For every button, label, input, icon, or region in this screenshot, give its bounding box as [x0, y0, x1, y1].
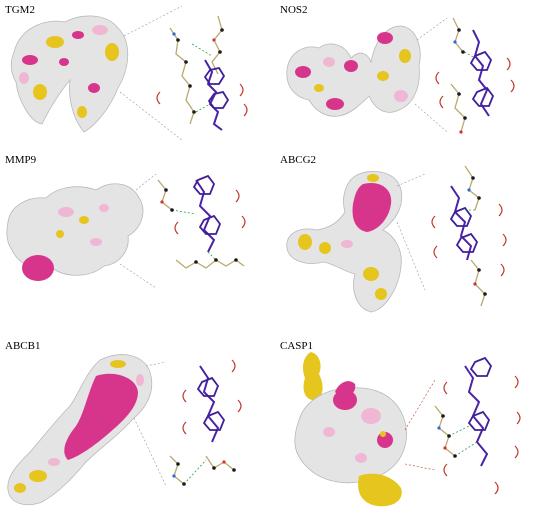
- ligand-interaction-diagram: [431, 165, 507, 307]
- panel-casp1: CASP1: [275, 336, 550, 508]
- ligand-interaction-diagram: [169, 359, 242, 486]
- panel-label-tgm2: TGM2: [5, 4, 35, 16]
- ligand-interaction-diagram: [434, 356, 521, 495]
- panel-label-mmp9: MMP9: [5, 154, 37, 166]
- ligand-interaction-diagram: [157, 174, 246, 269]
- protein-surface: [10, 15, 129, 133]
- mmp9-figure: [6, 173, 246, 289]
- nos2-figure: [286, 17, 515, 134]
- protein-surface: [286, 25, 421, 117]
- protein-surface: [294, 352, 407, 507]
- ligand-interaction-diagram: [435, 17, 515, 134]
- panel-abcg2: ABCG2: [275, 150, 550, 322]
- protein-surface: [7, 354, 153, 506]
- panel-label-abcg2: ABCG2: [280, 154, 317, 166]
- panel-mmp9: MMP9: [0, 150, 275, 322]
- panel-label-nos2: NOS2: [280, 4, 308, 16]
- tgm2-figure: [10, 5, 248, 141]
- panel-label-casp1: CASP1: [280, 340, 314, 352]
- panel-nos2: NOS2: [275, 0, 550, 172]
- panel-tgm2: TGM2: [0, 0, 275, 172]
- abcg2-figure: [286, 165, 507, 313]
- protein-surface: [286, 171, 403, 313]
- casp1-figure: [294, 352, 521, 507]
- abcb1-figure: [7, 354, 242, 506]
- panel-label-abcb1: ABCB1: [5, 340, 41, 352]
- protein-surface: [6, 183, 144, 281]
- panel-abcb1: ABCB1: [0, 336, 275, 508]
- ligand-interaction-diagram: [156, 15, 248, 131]
